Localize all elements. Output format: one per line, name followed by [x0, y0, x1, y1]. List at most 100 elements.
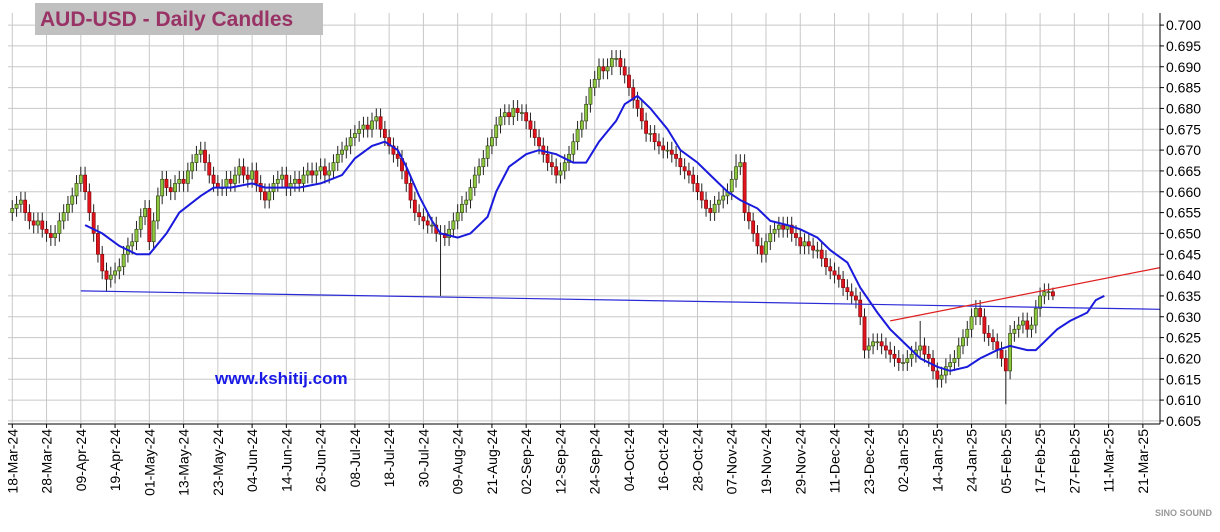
candle-body [10, 208, 15, 213]
candle-body [734, 166, 738, 180]
candle-body [181, 178, 186, 184]
candle-body [352, 133, 357, 138]
candle-body [207, 162, 212, 176]
candle-body [515, 108, 520, 113]
candle-body [579, 120, 584, 130]
chart-title: AUD-USD - Daily Candles [40, 8, 293, 31]
candle-body [233, 174, 237, 184]
candle-body [952, 358, 957, 363]
candle-body [798, 237, 803, 247]
x-tick-label: 23-May-24 [210, 429, 226, 496]
candle-body [759, 245, 764, 255]
candle-body [468, 187, 473, 201]
candle-body [618, 58, 623, 68]
candle-body [824, 258, 828, 268]
x-tick-label: 14-Jun-24 [278, 429, 294, 492]
x-tick-label: 29-Nov-24 [792, 429, 808, 495]
candle-body [901, 362, 905, 364]
candle-body [421, 216, 426, 222]
y-tick-label: 0.605 [1166, 413, 1201, 429]
candle-body [892, 353, 897, 359]
candle-body [460, 203, 464, 213]
x-tick-label: 21-Mar-25 [1135, 429, 1151, 494]
candle-body [53, 233, 58, 238]
candle-body [884, 345, 888, 351]
annotation: www.kshitij.com [214, 369, 348, 388]
candle-body [665, 149, 670, 152]
candle-body [198, 149, 203, 155]
candle-body [155, 195, 160, 222]
y-tick-label: 0.685 [1166, 80, 1201, 96]
candle-body [138, 216, 143, 230]
candle-body [1051, 291, 1055, 297]
candle-body [147, 208, 152, 243]
candle-body [241, 166, 246, 176]
x-tick-label: 11-Mar-25 [1101, 429, 1117, 493]
x-tick-label: 05-Feb-25 [998, 429, 1014, 494]
candle-body [143, 208, 147, 218]
x-tick-label: 07-Nov-24 [724, 429, 740, 495]
candle-body [896, 358, 901, 363]
y-tick-label: 0.620 [1166, 350, 1201, 366]
grid [8, 13, 1160, 423]
candle-body [66, 203, 70, 213]
candle-body [490, 137, 494, 147]
candle-body [1029, 324, 1034, 330]
candle-body [74, 183, 79, 197]
candle-body [83, 174, 87, 193]
candle-body [806, 241, 811, 247]
candle-body [828, 266, 833, 272]
candle-body [477, 166, 481, 176]
candle-body [447, 228, 452, 238]
candle-body [96, 233, 100, 255]
y-tick-label: 0.660 [1166, 184, 1201, 200]
y-tick-label: 0.680 [1166, 100, 1201, 116]
candle-body [472, 174, 477, 188]
candle-body [1033, 308, 1038, 326]
candle-body [532, 128, 537, 138]
candle-body [669, 149, 674, 155]
candle-body [738, 162, 743, 168]
candle-body [100, 253, 105, 272]
candle-body [1008, 333, 1013, 372]
candle-body [507, 112, 511, 118]
candle-body [939, 374, 944, 380]
candle-body [751, 220, 756, 234]
y-tick-label: 0.670 [1166, 142, 1201, 158]
x-tick-label: 04-Jun-24 [244, 429, 260, 492]
candle-body [682, 166, 687, 172]
candle-body [609, 58, 614, 68]
candle-body [905, 358, 910, 363]
candle-body [841, 278, 845, 288]
candle-body [70, 195, 75, 205]
y-tick-label: 0.625 [1166, 330, 1201, 346]
y-tick-label: 0.650 [1166, 225, 1201, 241]
candle-body [335, 153, 340, 163]
candle-body [365, 124, 370, 130]
candle-body [627, 74, 631, 88]
x-tick-label: 01-May-24 [141, 429, 157, 496]
candle-body [378, 116, 383, 130]
candle-body [849, 291, 854, 297]
candle-body [571, 141, 576, 155]
candle-body [404, 170, 409, 184]
candle-body [588, 87, 593, 105]
y-tick-label: 0.610 [1166, 392, 1201, 408]
trend-line [80, 290, 1161, 310]
candle-body [986, 333, 991, 338]
candle-body [716, 199, 721, 205]
candle-body [498, 116, 503, 126]
candle-body [331, 162, 336, 172]
candle-body [687, 170, 691, 176]
candle-body [323, 166, 327, 176]
candle-body [948, 362, 953, 368]
x-tick-label: 17-Feb-25 [1032, 429, 1048, 494]
candle-body [575, 128, 580, 143]
candle-body [879, 341, 884, 347]
candle-body [592, 78, 597, 88]
candle-body [802, 241, 807, 247]
candle-body [417, 212, 422, 218]
candle-body [57, 220, 62, 234]
x-tick-label: 27-Feb-25 [1066, 429, 1082, 494]
candle-body [293, 178, 297, 184]
